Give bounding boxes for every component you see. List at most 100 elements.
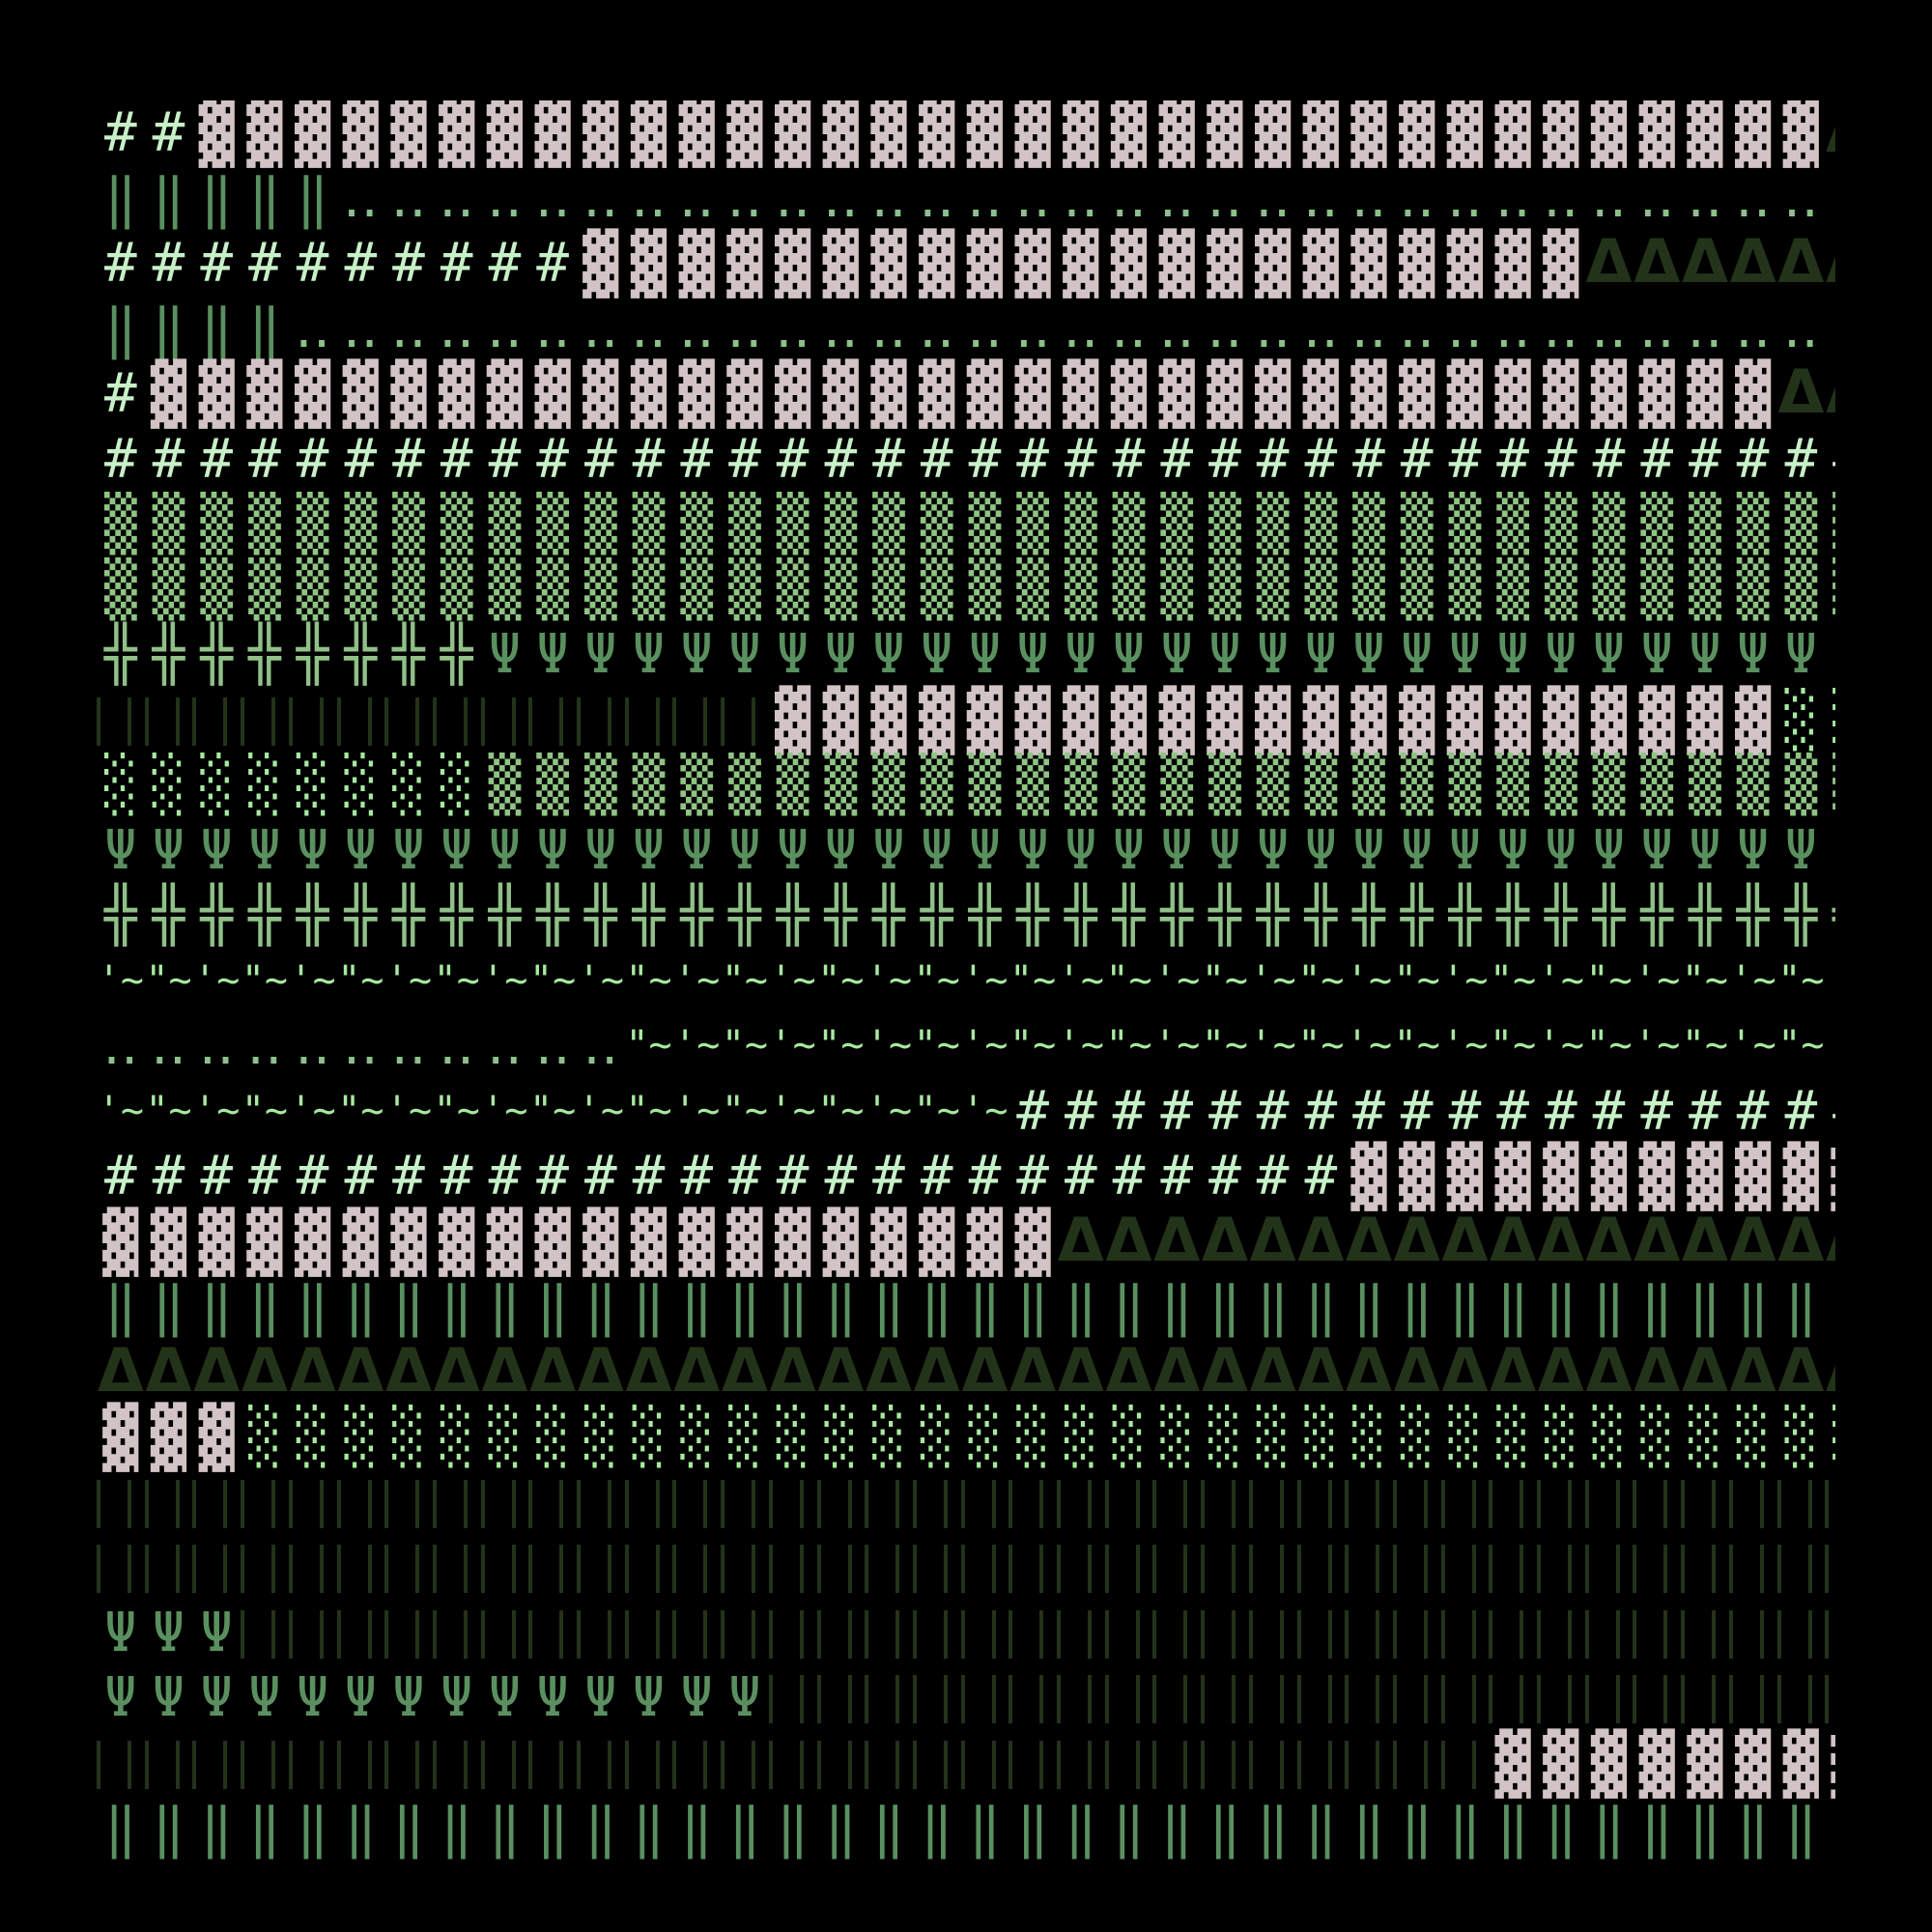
glyph-light: ░	[632, 1406, 666, 1468]
glyph-wave: "~	[1201, 957, 1249, 1003]
bar-stroke	[319, 696, 324, 746]
glyph-dense: ▓	[1110, 358, 1148, 429]
bar-stroke	[847, 1609, 852, 1659]
bar-stroke	[672, 1545, 677, 1593]
glyph-medium: ▒	[632, 493, 666, 555]
glyph-delta: Δ	[1490, 1204, 1537, 1275]
glyph-hash: #	[1496, 1079, 1529, 1143]
glyph-darkbars	[241, 688, 289, 753]
glyph-medium: ▒	[1160, 557, 1194, 621]
glyph-cross: ╬	[248, 623, 281, 686]
glyph-light: ░	[1448, 1406, 1482, 1468]
glyph-dblbar: ‖	[1304, 1797, 1338, 1860]
glyph-cross: ╬	[1304, 884, 1338, 947]
glyph-light: ░	[1496, 1406, 1529, 1468]
bar-stroke	[1183, 1675, 1188, 1723]
bar-stroke	[912, 1479, 917, 1528]
glyph-dots: ‥	[919, 166, 955, 230]
bar-stroke	[721, 1479, 725, 1528]
glyph-hash: #	[296, 427, 329, 491]
glyph-dense: ▓	[1350, 358, 1387, 429]
bar-stroke	[1135, 1479, 1140, 1528]
glyph-psi: Ψ	[1112, 623, 1146, 686]
glyph-dots: ‥	[486, 1014, 524, 1077]
glyph-medium: ▒	[200, 557, 234, 621]
glyph-dense: ▓	[630, 100, 668, 168]
glyph-dblbar: ‖	[968, 1275, 1002, 1338]
glyph-dblbar: ‖	[440, 1797, 473, 1860]
glyph-psi: Ψ	[536, 1666, 569, 1729]
glyph-dense: ▓	[1590, 1141, 1628, 1211]
bar-stroke	[480, 1479, 485, 1528]
bar-stroke	[175, 1545, 180, 1593]
glyph-darkbars	[288, 688, 337, 753]
glyph-dblbar: ‖	[583, 1797, 617, 1860]
glyph-dense: ▓	[630, 228, 668, 298]
glyph-psi: Ψ	[1689, 818, 1721, 882]
bar-stroke	[608, 696, 611, 746]
glyph-dense: ▓	[1302, 100, 1339, 168]
glyph-dblbar: ‖	[680, 1797, 714, 1860]
glyph-psi: Ψ	[200, 1601, 234, 1664]
bar-stroke	[1537, 1545, 1541, 1593]
glyph-wave: "~	[625, 1088, 672, 1133]
bar-stroke	[415, 1609, 420, 1659]
glyph-darkbars	[1009, 1470, 1057, 1536]
bar-stroke	[721, 1545, 725, 1593]
glyph-wave: '~	[865, 1023, 913, 1067]
bar-stroke	[1104, 1740, 1109, 1789]
glyph-darkbars	[865, 1535, 913, 1601]
glyph-dblbar: ‖	[1592, 1797, 1626, 1860]
glyph-medium: ▒	[872, 557, 905, 621]
bar-stroke	[1759, 1545, 1764, 1593]
glyph-medium: ▒	[824, 557, 858, 621]
glyph-darkbars	[1392, 1731, 1441, 1797]
bar-stroke	[1471, 1675, 1476, 1723]
glyph-psi: Ψ	[440, 1666, 473, 1729]
glyph-dense: ▓	[630, 358, 668, 429]
bar-stroke	[367, 696, 372, 746]
glyph-dblbar: ‖	[152, 1797, 185, 1860]
bar-stroke	[336, 696, 341, 746]
glyph-psi: Ψ	[1640, 623, 1674, 686]
glyph-darkbars	[577, 1601, 625, 1666]
bar-stroke	[1615, 1545, 1620, 1593]
bar-stroke	[672, 1740, 677, 1789]
glyph-dots: ‥	[486, 166, 524, 230]
glyph-dense: ▓	[1687, 1727, 1723, 1799]
glyph-darkbars	[480, 1601, 529, 1666]
glyph-dots: ‥	[534, 166, 571, 230]
bar-stroke	[1471, 1609, 1476, 1659]
bar-stroke	[1776, 1675, 1781, 1723]
glyph-medium: ▒	[968, 753, 1002, 816]
glyph-dblbar: ‖	[200, 166, 234, 230]
glyph-medium: ▒	[1256, 557, 1290, 621]
glyph-dense: ▓	[246, 358, 283, 429]
bar-stroke	[1537, 1675, 1541, 1723]
glyph-darkbars	[384, 1470, 433, 1536]
glyph-row: ##########################▓▓▓▓▓▓▓▓▓▓▓	[97, 1144, 1835, 1209]
glyph-darkbars	[912, 1535, 961, 1601]
glyph-psi: Ψ	[1352, 818, 1385, 882]
glyph-dblbar: ‖	[1256, 1797, 1290, 1860]
glyph-light: ░	[776, 1406, 810, 1468]
glyph-hash: #	[1352, 1079, 1385, 1143]
glyph-medium: ▒	[103, 557, 137, 621]
bar-stroke	[559, 1545, 564, 1593]
glyph-wave: '~	[1153, 957, 1201, 1003]
bar-stroke	[895, 1609, 900, 1659]
glyph-darkbars	[1248, 1601, 1297, 1666]
glyph-wave: '~	[865, 1088, 913, 1133]
glyph-dense: ▓	[1350, 100, 1387, 168]
glyph-psi: Ψ	[1825, 818, 1835, 884]
glyph-dense: ▓	[1207, 358, 1243, 429]
bar-stroke	[1201, 1479, 1206, 1528]
bar-stroke	[816, 1545, 821, 1593]
glyph-row: #####################################	[97, 427, 1835, 493]
glyph-delta: Δ	[241, 1334, 288, 1406]
bar-stroke	[991, 1740, 996, 1789]
glyph-dense: ▓	[150, 1206, 187, 1277]
glyph-psi: Ψ	[680, 623, 714, 686]
glyph-row: ▓▓▓▓▓▓▓▓▓▓▓▓▓▓▓▓▓▓▓▓▓░░	[97, 687, 1835, 753]
glyph-dots: ‥	[919, 297, 955, 360]
